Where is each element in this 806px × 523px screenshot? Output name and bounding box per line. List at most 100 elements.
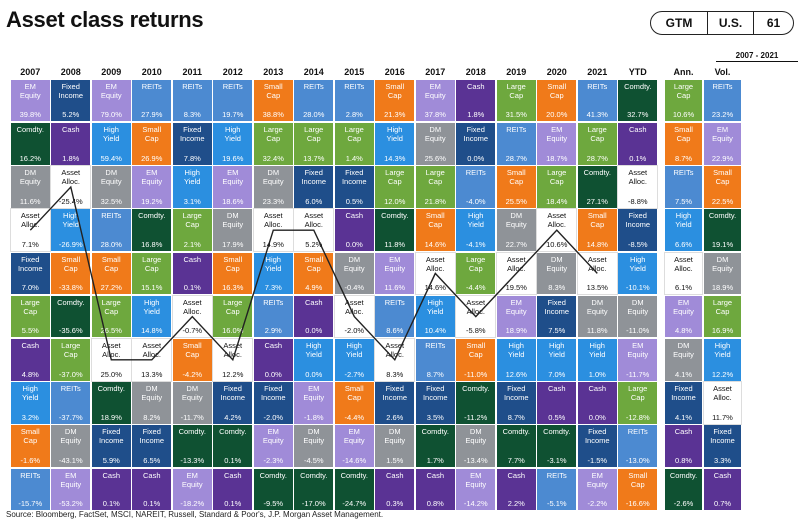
cell-return-value: 14.6% (424, 240, 446, 250)
cell-return-value: 19.5% (505, 283, 527, 293)
table-cell: Large Cap 26.5% (91, 295, 131, 338)
table-cell: Asset Alloc. -25.4% (50, 165, 92, 209)
cell-return-value: 2.6% (386, 412, 404, 422)
table-cell: Comdty. 16.2% (10, 122, 50, 165)
cell-asset-label: Large Cap (344, 124, 364, 143)
cell-return-value: 23.3% (262, 196, 284, 206)
cell-return-value: 0.1% (629, 153, 647, 163)
table-cell: Fixed Income 3.3% (703, 425, 742, 468)
cell-return-value: -15.7% (18, 499, 43, 509)
cell-asset-label: High Yield (427, 297, 444, 316)
cell-asset-label: REITs (222, 81, 243, 91)
table-cell: High Yield -2.7% (334, 338, 374, 381)
period-label: 2007 - 2021 (716, 51, 798, 62)
table-cell: Cash 0.8% (664, 425, 703, 468)
cell-asset-label: Cash (466, 81, 485, 91)
cell-return-value: -4.4% (344, 412, 365, 422)
cell-return-value: 3.2% (21, 412, 39, 422)
cell-asset-label: Cash (304, 297, 323, 307)
table-cell: EM Equity -53.2% (51, 468, 91, 511)
cell-return-value: -33.8% (58, 283, 83, 293)
table-cell: EM Equity 37.8% (415, 79, 455, 122)
table-cell: Cash 1.8% (51, 122, 91, 165)
cell-asset-label: EM Equity (712, 124, 733, 143)
cell-return-value: 18.9% (100, 412, 122, 422)
cell-asset-label: Cash (61, 124, 80, 134)
cell-asset-label: EM Equity (673, 297, 694, 316)
table-cell: Cash 0.1% (213, 468, 253, 511)
cell-asset-label: DM Equity (222, 211, 244, 230)
column-header: YTD (628, 67, 647, 77)
cell-asset-label: DM Equity (627, 297, 649, 316)
cell-asset-label: High Yield (629, 254, 646, 273)
table-cell: EM Equity -18.2% (172, 468, 212, 511)
table-cell: REITs 2.9% (253, 295, 293, 338)
table-cell: Cash 2.2% (496, 468, 536, 511)
cell-return-value: 0.1% (224, 499, 242, 509)
cell-return-value: 7.8% (183, 153, 201, 163)
cell-asset-label: Comdty. (259, 470, 287, 480)
cell-asset-label: Cash (102, 470, 120, 480)
cell-asset-label: DM Equity (303, 427, 325, 446)
cell-return-value: 22.9% (711, 153, 734, 163)
cell-asset-label: Comdty. (462, 384, 490, 394)
table-cell: Asset Alloc. 13.5% (576, 251, 618, 296)
cell-return-value: 7.1% (21, 240, 39, 250)
cell-asset-label: Comdty. (178, 427, 206, 437)
cell-return-value: 25.5% (505, 196, 527, 206)
cell-return-value: -3.1% (546, 456, 567, 466)
cell-return-value: 7.0% (21, 283, 39, 293)
table-cell: REITs 7.5% (664, 166, 703, 208)
cell-return-value: 25.6% (424, 153, 446, 163)
table-cell: Fixed Income 7.8% (172, 122, 212, 165)
table-cell: Asset Alloc. 13.3% (131, 337, 173, 382)
cell-asset-label: DM Equity (19, 168, 41, 187)
cell-return-value: 16.2% (19, 153, 41, 163)
cell-asset-label: Asset Alloc. (713, 384, 732, 403)
cell-return-value: 2.1% (183, 240, 201, 250)
cell-return-value: 20.0% (546, 110, 568, 120)
table-cell: Small Cap 14.8% (577, 209, 617, 252)
table-cell: REITs -5.1% (537, 468, 577, 511)
table-cell: Comdty. -24.7% (334, 468, 374, 511)
cell-asset-label: Small Cap (142, 124, 162, 143)
cell-return-value: -4.4% (465, 283, 486, 293)
column-header: Ann. (673, 67, 694, 77)
table-cell: Small Cap 25.5% (496, 166, 536, 208)
cell-return-value: 4.9% (305, 283, 323, 293)
cell-return-value: 19.1% (711, 240, 734, 250)
cell-return-value: -2.0% (344, 326, 365, 336)
table-cell: REITs 28.7% (496, 122, 536, 165)
cell-asset-label: Large Cap (385, 168, 405, 187)
cell-return-value: 41.3% (586, 110, 608, 120)
table-cell: Fixed Income 4.1% (664, 382, 703, 424)
cell-asset-label: Small Cap (674, 124, 693, 143)
table-cell: Large Cap 15.1% (132, 252, 172, 295)
cell-asset-label: Fixed Income (584, 427, 610, 446)
table-cell: Small Cap 20.0% (537, 79, 577, 122)
cell-asset-label: REITs (425, 340, 446, 350)
cell-asset-label: DM Equity (262, 168, 284, 187)
cell-asset-label: EM Equity (303, 384, 325, 403)
table-cell: EM Equity 79.0% (91, 79, 131, 122)
table-cell: Small Cap -4.4% (334, 382, 374, 424)
table-cell: Fixed Income -2.0% (253, 382, 293, 424)
table-cell: Fixed Income 6.0% (294, 166, 334, 208)
cell-asset-label: Fixed Income (301, 168, 327, 187)
table-cell: DM Equity -11.7% (172, 382, 212, 424)
cell-return-value: 1.8% (62, 153, 80, 163)
table-cell: EM Equity -14.2% (456, 468, 496, 511)
column-header: 2011 (182, 67, 203, 77)
cell-return-value: 4.8% (21, 369, 39, 379)
table-cell: Asset Alloc. -5.8% (455, 294, 497, 339)
table-cell: EM Equity -2.3% (253, 425, 293, 468)
table-cell: Asset Alloc. 7.1% (9, 208, 51, 253)
table-cell: Fixed Income 0.5% (334, 166, 374, 208)
table-cell: REITs 28.0% (294, 79, 334, 122)
cell-return-value: 4.1% (674, 412, 693, 422)
cell-return-value: -26.9% (58, 240, 83, 250)
cell-return-value: 4.1% (674, 369, 693, 379)
cell-return-value: 11.6% (19, 196, 41, 206)
cell-asset-label: Asset Alloc. (182, 297, 202, 316)
table-cell: EM Equity 11.6% (375, 252, 415, 295)
